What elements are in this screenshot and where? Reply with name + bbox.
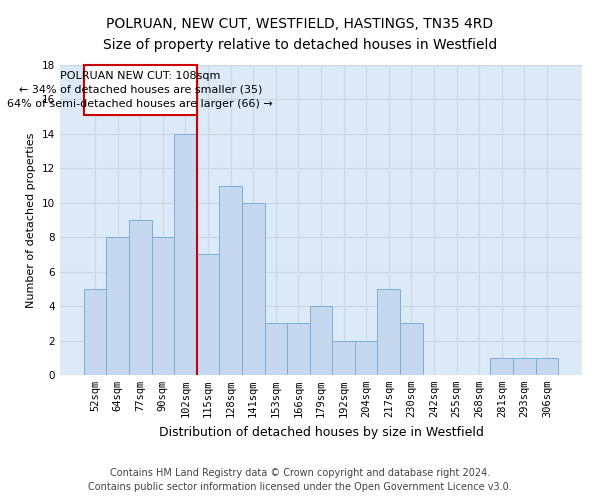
Bar — [287, 324, 310, 375]
Text: Size of property relative to detached houses in Westfield: Size of property relative to detached ho… — [103, 38, 497, 52]
Bar — [332, 340, 355, 375]
Bar — [197, 254, 220, 375]
Bar — [400, 324, 422, 375]
Bar — [220, 186, 242, 375]
Bar — [536, 358, 558, 375]
Text: POLRUAN NEW CUT: 108sqm
← 34% of detached houses are smaller (35)
64% of semi-de: POLRUAN NEW CUT: 108sqm ← 34% of detache… — [7, 71, 273, 109]
Y-axis label: Number of detached properties: Number of detached properties — [26, 132, 37, 308]
X-axis label: Distribution of detached houses by size in Westfield: Distribution of detached houses by size … — [158, 426, 484, 438]
Text: Contains HM Land Registry data © Crown copyright and database right 2024.
Contai: Contains HM Land Registry data © Crown c… — [88, 468, 512, 492]
Bar — [490, 358, 513, 375]
Bar — [377, 289, 400, 375]
Bar — [84, 289, 106, 375]
Bar — [106, 237, 129, 375]
Bar — [152, 237, 174, 375]
Bar — [355, 340, 377, 375]
Bar — [265, 324, 287, 375]
Bar — [129, 220, 152, 375]
FancyBboxPatch shape — [84, 65, 197, 115]
Text: POLRUAN, NEW CUT, WESTFIELD, HASTINGS, TN35 4RD: POLRUAN, NEW CUT, WESTFIELD, HASTINGS, T… — [106, 18, 494, 32]
Bar — [310, 306, 332, 375]
Bar — [174, 134, 197, 375]
Bar — [513, 358, 536, 375]
Bar — [242, 203, 265, 375]
